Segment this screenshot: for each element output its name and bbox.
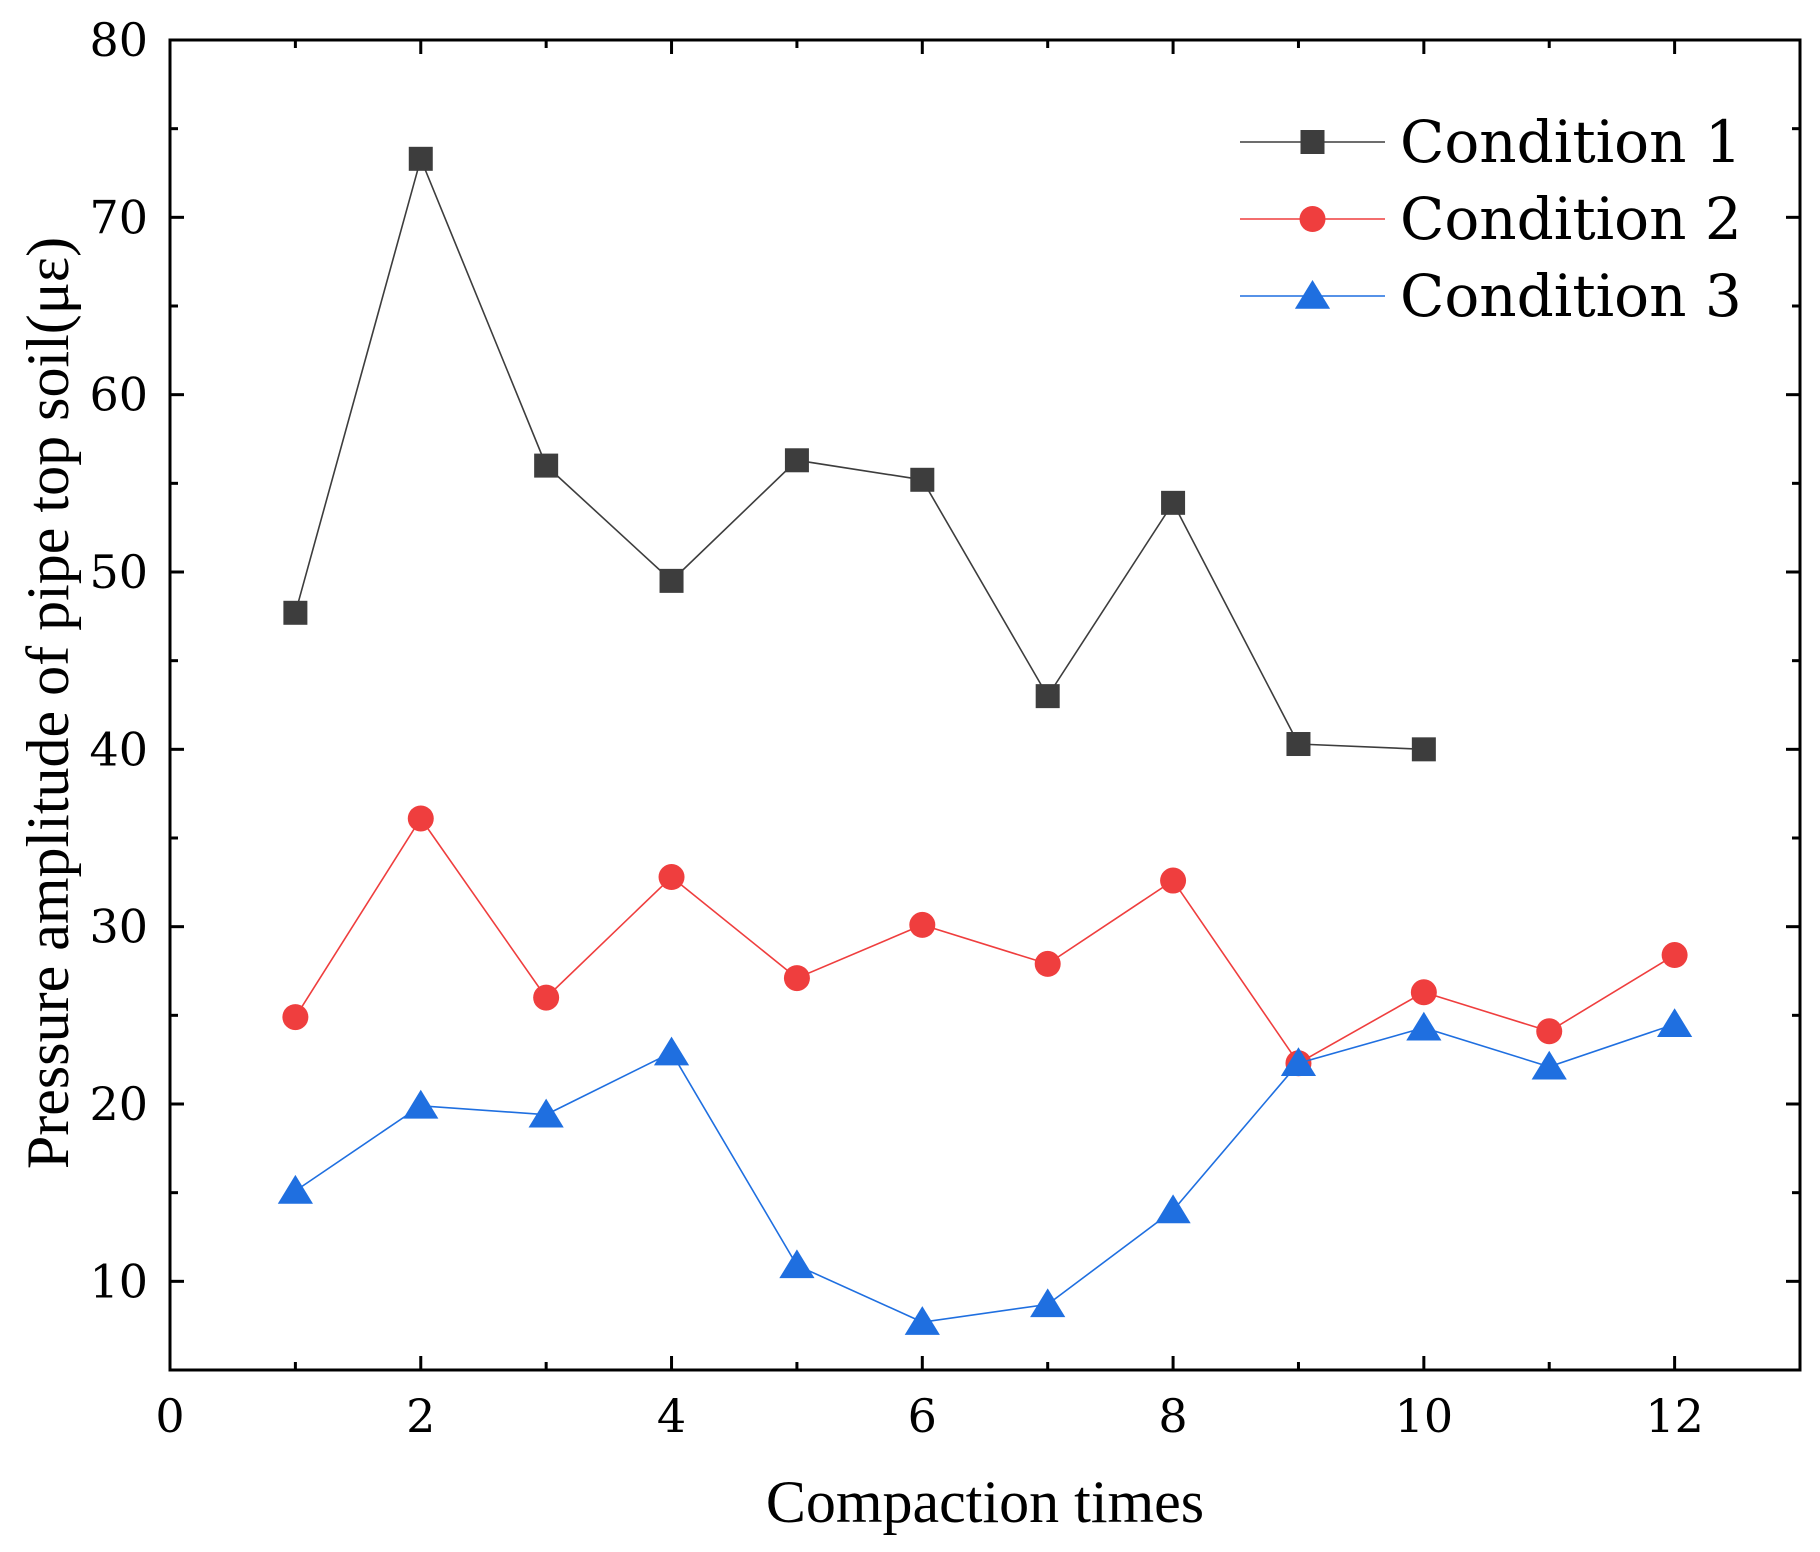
x-tick-label: 8 — [1158, 1389, 1187, 1443]
x-tick-label: 4 — [657, 1389, 686, 1443]
y-tick-label: 70 — [89, 190, 148, 244]
data-point — [659, 568, 684, 593]
y-tick-label: 60 — [89, 368, 148, 422]
data-point — [1536, 1018, 1563, 1045]
x-tick-label: 6 — [908, 1389, 937, 1443]
legend-item-1: Condition 1 — [1240, 108, 1742, 176]
data-point — [779, 1249, 815, 1279]
plot-area: 0 2 4 6 8 10 12 10 20 30 40 50 60 70 80 — [89, 13, 1802, 1443]
data-point — [282, 1004, 309, 1031]
y-tick-label: 20 — [89, 1077, 148, 1131]
series-line — [294, 1023, 1675, 1323]
legend-item-2: Condition 2 — [1240, 185, 1742, 253]
data-point — [1406, 1011, 1442, 1041]
data-point — [277, 1174, 313, 1204]
y-tick-label: 50 — [89, 545, 148, 599]
data-point — [408, 146, 433, 171]
data-point — [653, 1036, 690, 1066]
legend-label: Condition 3 — [1400, 262, 1742, 330]
series-line — [294, 156, 1424, 751]
y-axis-title: Pressure amplitude of pipe top soil(με) — [15, 237, 81, 1169]
series-2 — [282, 805, 1688, 1077]
data-point — [1161, 490, 1186, 515]
data-point — [1661, 942, 1688, 969]
data-point — [283, 600, 308, 625]
data-point — [533, 984, 560, 1011]
data-point — [1030, 1288, 1066, 1318]
x-tick-label: 2 — [406, 1389, 435, 1443]
data-point — [658, 864, 685, 891]
data-point — [904, 1306, 940, 1335]
data-point — [909, 911, 936, 938]
data-point — [1035, 684, 1060, 709]
data-point — [1531, 1050, 1567, 1080]
data-point — [783, 965, 810, 992]
x-tick-label: 12 — [1645, 1389, 1704, 1443]
y-tick-label: 80 — [89, 13, 148, 67]
data-point — [1657, 1008, 1693, 1037]
data-point — [1410, 979, 1437, 1006]
y-tick-label: 30 — [89, 900, 148, 954]
legend-marker — [1299, 206, 1326, 232]
data-point — [784, 448, 809, 473]
y-tick-label: 40 — [89, 722, 148, 776]
legend-label: Condition 2 — [1400, 185, 1742, 253]
data-point — [1034, 950, 1061, 977]
legend-item-3: Condition 3 — [1240, 262, 1742, 330]
plot-frame — [168, 38, 1802, 1372]
data-point — [1280, 1047, 1317, 1077]
data-point — [534, 453, 559, 478]
x-tick-label: 0 — [155, 1389, 184, 1443]
data-point — [528, 1098, 564, 1128]
legend-marker — [1300, 130, 1325, 154]
data-point — [1411, 737, 1436, 762]
y-tick-label: 10 — [89, 1254, 148, 1308]
data-point — [910, 467, 935, 492]
legend: Condition 1 Condition 2 Condition 3 — [1240, 108, 1742, 330]
data-point — [403, 1089, 439, 1119]
x-tick-label: 10 — [1395, 1389, 1454, 1443]
series-line — [294, 817, 1676, 1065]
x-axis-title: Compaction times — [766, 1469, 1204, 1535]
series-3 — [277, 1008, 1693, 1335]
data-point — [1155, 1194, 1191, 1224]
data-point — [407, 805, 434, 832]
legend-label: Condition 1 — [1400, 108, 1742, 176]
series-1 — [283, 146, 1436, 762]
legend-marker — [1294, 280, 1331, 309]
data-point — [1286, 732, 1311, 757]
data-point — [1160, 867, 1187, 894]
